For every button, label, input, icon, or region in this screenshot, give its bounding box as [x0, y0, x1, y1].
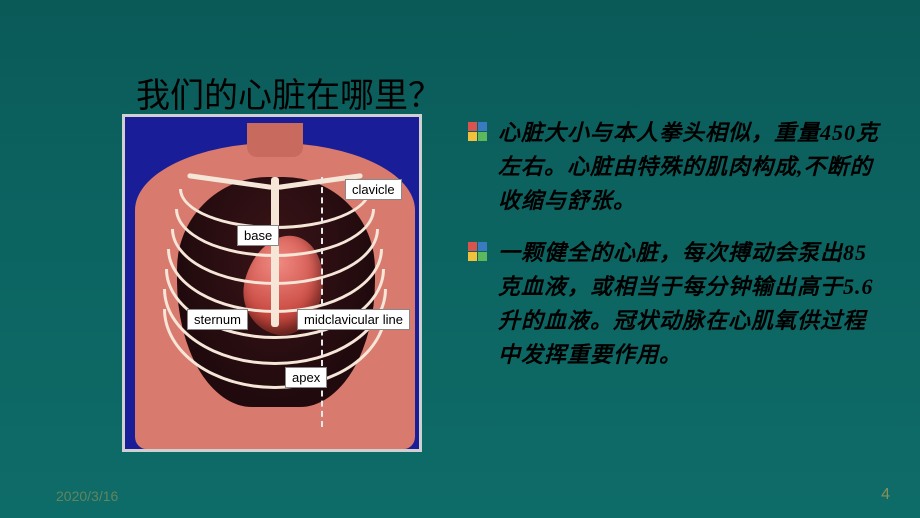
midclavicular-line	[321, 177, 323, 427]
label-sternum: sternum	[187, 309, 248, 330]
bullet-list: 心脏大小与本人拳头相似，重量450克左右。心脏由特殊的肌肉构成,不断的收缩与舒张…	[468, 116, 888, 390]
bullet-icon	[468, 242, 488, 262]
slide-title: 我们的心脏在哪里？	[136, 68, 442, 117]
bullet-item: 心脏大小与本人拳头相似，重量450克左右。心脏由特殊的肌肉构成,不断的收缩与舒张…	[468, 116, 888, 218]
anatomy-figure: clavicle base sternum midclavicular line…	[122, 114, 422, 452]
label-base: base	[237, 225, 279, 246]
label-apex: apex	[285, 367, 327, 388]
bullet-item: 一颗健全的心脏，每次搏动会泵出85克血液，或相当于每分钟输出高于5.6升的血液。…	[468, 236, 888, 372]
label-midclavicular: midclavicular line	[297, 309, 410, 330]
neck-shape	[247, 123, 303, 157]
footer-page-number: 4	[881, 486, 890, 504]
footer-date: 2020/3/16	[56, 488, 118, 504]
bullet-text: 心脏大小与本人拳头相似，重量450克左右。心脏由特殊的肌肉构成,不断的收缩与舒张…	[498, 116, 888, 218]
label-clavicle: clavicle	[345, 179, 402, 200]
bullet-icon	[468, 122, 488, 142]
bullet-text: 一颗健全的心脏，每次搏动会泵出85克血液，或相当于每分钟输出高于5.6升的血液。…	[498, 236, 888, 372]
